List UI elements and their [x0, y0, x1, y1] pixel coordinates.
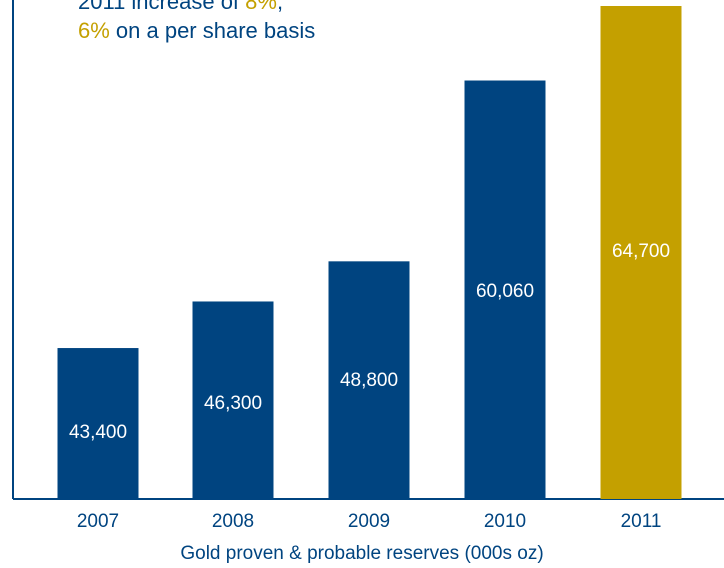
bar-value-labels: 43,400 46,300 48,800 60,060 64,700 — [69, 241, 670, 443]
bar-2011 — [600, 6, 682, 499]
annotation-line-1: 2011 increase of 8%, — [78, 0, 283, 15]
x-tick-2009: 2009 — [348, 511, 390, 532]
x-tick-labels: 2007 2008 2009 2010 2011 — [77, 511, 662, 532]
annotation-line-2: 6% on a per share basis — [78, 18, 315, 44]
bar-value-label-2008: 46,300 — [204, 393, 262, 414]
bar-2010 — [464, 80, 546, 499]
bar-2009 — [328, 261, 410, 499]
bar-value-label-2011: 64,700 — [612, 241, 670, 262]
x-axis-title: Gold proven & probable reserves (000s oz… — [180, 543, 543, 564]
x-tick-2007: 2007 — [77, 511, 119, 532]
annotation-highlight-6pct: 6% — [78, 18, 110, 43]
bar-2007 — [57, 348, 139, 499]
annotation-highlight-8pct: 8% — [245, 0, 277, 14]
x-tick-2008: 2008 — [212, 511, 254, 532]
bar-value-label-2009: 48,800 — [340, 370, 398, 391]
bar-value-label-2007: 43,400 — [69, 422, 127, 443]
x-tick-2011: 2011 — [621, 511, 662, 532]
annotation-prefix: 2011 increase of — [78, 0, 246, 14]
annotation-suffix: , — [276, 0, 284, 14]
x-tick-2010: 2010 — [484, 511, 526, 532]
bar-group — [57, 6, 682, 499]
annotation-line2-text: on a per share basis — [109, 18, 316, 43]
bar-value-label-2010: 60,060 — [476, 281, 534, 302]
bar-2008 — [192, 301, 274, 499]
